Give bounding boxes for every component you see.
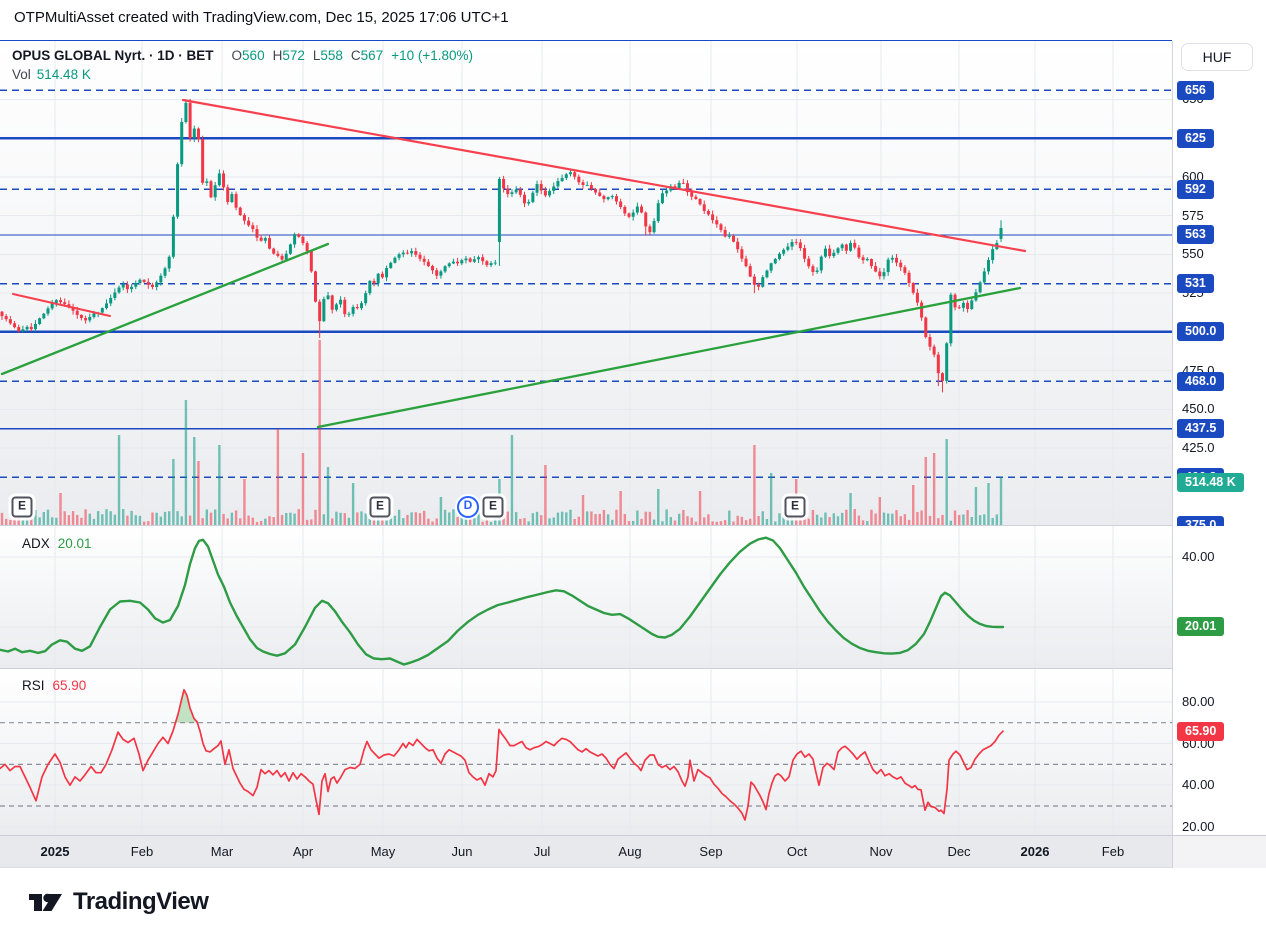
- trendline-green-3[interactable]: [316, 286, 1022, 429]
- gridlines: [0, 41, 1172, 835]
- time-axis-label: Oct: [786, 844, 808, 859]
- rsi-axis-scale[interactable]: 80.00 60.00 40.00 20.00 65.90: [1173, 668, 1266, 835]
- volume-bars: [0, 340, 1003, 525]
- high-value: 572: [282, 48, 305, 63]
- adx-pane-bg: [0, 525, 1172, 668]
- time-axis-label: 2025: [40, 844, 70, 859]
- footer: TradingView: [0, 868, 1266, 944]
- time-axis-label: Nov: [869, 844, 893, 859]
- rsi-value-badge: 65.90: [1177, 721, 1225, 741]
- volume-value: 514.48 K: [36, 67, 91, 82]
- close-label: C: [350, 48, 361, 63]
- time-axis-label: Feb: [130, 844, 154, 859]
- volume-row: Vol 514.48 K: [12, 65, 473, 84]
- price-pane-bg: [0, 41, 1172, 525]
- price-axis-label: 450.0: [1182, 401, 1215, 417]
- adx-value: 20.01: [57, 536, 92, 551]
- trendline-red-0[interactable]: [181, 98, 1027, 253]
- volume-label: Vol: [12, 67, 31, 82]
- price-level-badge: 592: [1177, 179, 1214, 199]
- earnings-marker[interactable]: E: [369, 496, 391, 518]
- time-axis-label: Sep: [699, 844, 723, 859]
- price-level-badge: 437.5: [1177, 419, 1225, 439]
- price-axis[interactable]: HUF 650600575550525475.0450.0425.0656625…: [1172, 41, 1266, 835]
- tradingview-logo-text: TradingView: [73, 888, 209, 915]
- chart-canvas[interactable]: [0, 41, 1172, 835]
- time-axis-corner: [1172, 836, 1266, 869]
- time-axis-label: Jun: [451, 844, 473, 859]
- open-value: 560: [242, 48, 265, 63]
- symbol-row: OPUS GLOBAL Nyrt. · 1D · BET O560 H572 L558…: [12, 46, 473, 65]
- symbol-legend: OPUS GLOBAL Nyrt. · 1D · BET O560 H572 L558…: [12, 46, 473, 84]
- tradingview-logo[interactable]: TradingView: [28, 888, 209, 916]
- time-axis-label: Mar: [210, 844, 234, 859]
- price-axis-label: 425.0: [1182, 440, 1215, 456]
- rsi-axis-label: 40.00: [1182, 777, 1215, 793]
- dividend-marker[interactable]: D: [457, 496, 479, 518]
- time-axis-label: May: [370, 844, 396, 859]
- price-level-badge: 468.0: [1177, 371, 1225, 391]
- price-axis-label: 575: [1182, 207, 1204, 223]
- open-label: O: [231, 48, 243, 63]
- earnings-marker[interactable]: E: [784, 496, 806, 518]
- price-level-badge: 375.0: [1177, 516, 1225, 526]
- watermark-text: OTPMultiAsset created with TradingView.c…: [14, 9, 509, 26]
- time-axis-label: Dec: [947, 844, 971, 859]
- rsi-axis-label: 20.00: [1182, 818, 1215, 834]
- adx-value-badge: 20.01: [1177, 617, 1225, 637]
- rsi-value: 65.90: [52, 678, 87, 693]
- price-axis-scale[interactable]: 650600575550525475.0450.0425.06566255925…: [1173, 41, 1266, 526]
- candles: [0, 98, 1003, 393]
- currency-button[interactable]: HUF: [1181, 43, 1253, 71]
- rsi-bands: [0, 722, 1172, 807]
- tradingview-logo-icon: [29, 893, 62, 911]
- trendline-red-1[interactable]: [12, 293, 111, 317]
- time-axis-label: Aug: [618, 844, 642, 859]
- adx-axis-label: 40.00: [1182, 549, 1215, 564]
- low-value: 558: [320, 48, 343, 63]
- time-axis-label: Jul: [533, 844, 551, 859]
- low-label: L: [312, 48, 321, 63]
- rsi-legend: RSI 65.90: [22, 678, 86, 693]
- adx-axis-scale[interactable]: 40.00 20.01: [1173, 525, 1266, 668]
- rsi-label[interactable]: RSI: [22, 678, 45, 693]
- symbol-title[interactable]: OPUS GLOBAL Nyrt. · 1D · BET: [12, 48, 214, 63]
- rsi-pane-bg: [0, 668, 1172, 835]
- earnings-marker[interactable]: E: [482, 496, 504, 518]
- high-label: H: [272, 48, 283, 63]
- price-level-badge: 625: [1177, 128, 1214, 148]
- rsi-line: [0, 688, 1004, 821]
- close-value: 567: [360, 48, 384, 63]
- price-level-badge: 656: [1177, 80, 1214, 100]
- price-level-badge: 563: [1177, 225, 1214, 245]
- trendline-green-2[interactable]: [0, 242, 330, 376]
- change-value: +10 (+1.80%): [391, 48, 473, 63]
- price-axis-label: 550: [1182, 246, 1204, 262]
- time-axis-label: Apr: [292, 844, 314, 859]
- adx-label[interactable]: ADX: [22, 536, 50, 551]
- adx-legend: ADX 20.01: [22, 536, 92, 551]
- price-level-badge: 500.0: [1177, 322, 1225, 342]
- time-axis[interactable]: 2025 Feb Mar Apr May Jun Jul Aug Sep Oct Nov Dec 202…: [0, 835, 1266, 869]
- earnings-marker[interactable]: E: [11, 496, 33, 518]
- time-axis-label: 2026: [1020, 844, 1050, 859]
- time-axis-label: Feb: [1101, 844, 1125, 859]
- adx-line: [0, 536, 1005, 666]
- pane-separator-adx-rsi[interactable]: [0, 668, 1266, 669]
- price-level-badge: 531: [1177, 274, 1214, 294]
- pane-separator-price-adx[interactable]: [0, 525, 1266, 526]
- volume-value-badge: 514.48 K: [1177, 472, 1244, 492]
- rsi-axis-label: 80.00: [1182, 693, 1215, 709]
